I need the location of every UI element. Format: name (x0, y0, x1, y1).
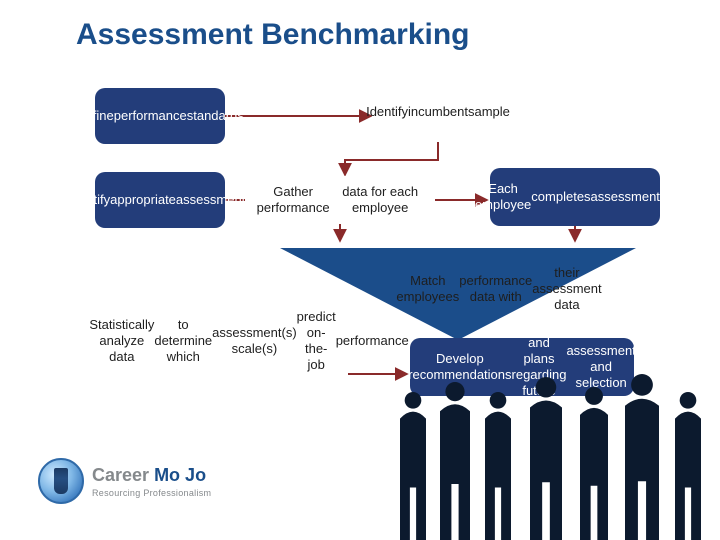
person-silhouette-2 (440, 382, 470, 540)
career-mojo-logo: Career Mo Jo Resourcing Professionalism (38, 458, 211, 504)
logo-tagline: Resourcing Professionalism (92, 488, 211, 498)
node-match-data: Match employeesperformance data withthei… (394, 262, 604, 316)
person-silhouette-6 (625, 374, 659, 540)
logo-word1: Career (92, 465, 149, 485)
person-silhouette-3 (485, 392, 511, 540)
people-group (400, 374, 701, 540)
node-statistically-analyze: Statistically analyze datato determine w… (150, 296, 348, 386)
logo-text: Career Mo Jo Resourcing Professionalism (92, 465, 211, 498)
logo-line1: Career Mo Jo (92, 465, 211, 486)
node-identify-incumbent: Identifyincumbentsample (372, 82, 504, 142)
globe-icon (38, 458, 84, 504)
node-define-standards: Defineperformancestandards (95, 88, 225, 144)
node-each-employee-completes: Each employeecompletesassessment(s) (490, 168, 660, 226)
people-silhouettes (380, 360, 720, 540)
person-silhouette-1 (400, 392, 426, 540)
person-silhouette-5 (580, 387, 608, 540)
edge-incumbent-to-gather (345, 142, 438, 174)
person-silhouette-4 (530, 377, 562, 540)
page-title: Assessment Benchmarking (76, 18, 470, 52)
node-gather-performance: Gather performancedata for each employee (245, 176, 435, 224)
title-text: Assessment Benchmarking (76, 18, 470, 51)
logo-word2: Mo Jo (154, 465, 206, 485)
node-identify-assessments: Identifyappropriateassessments (95, 172, 225, 228)
person-silhouette-7 (675, 392, 701, 540)
